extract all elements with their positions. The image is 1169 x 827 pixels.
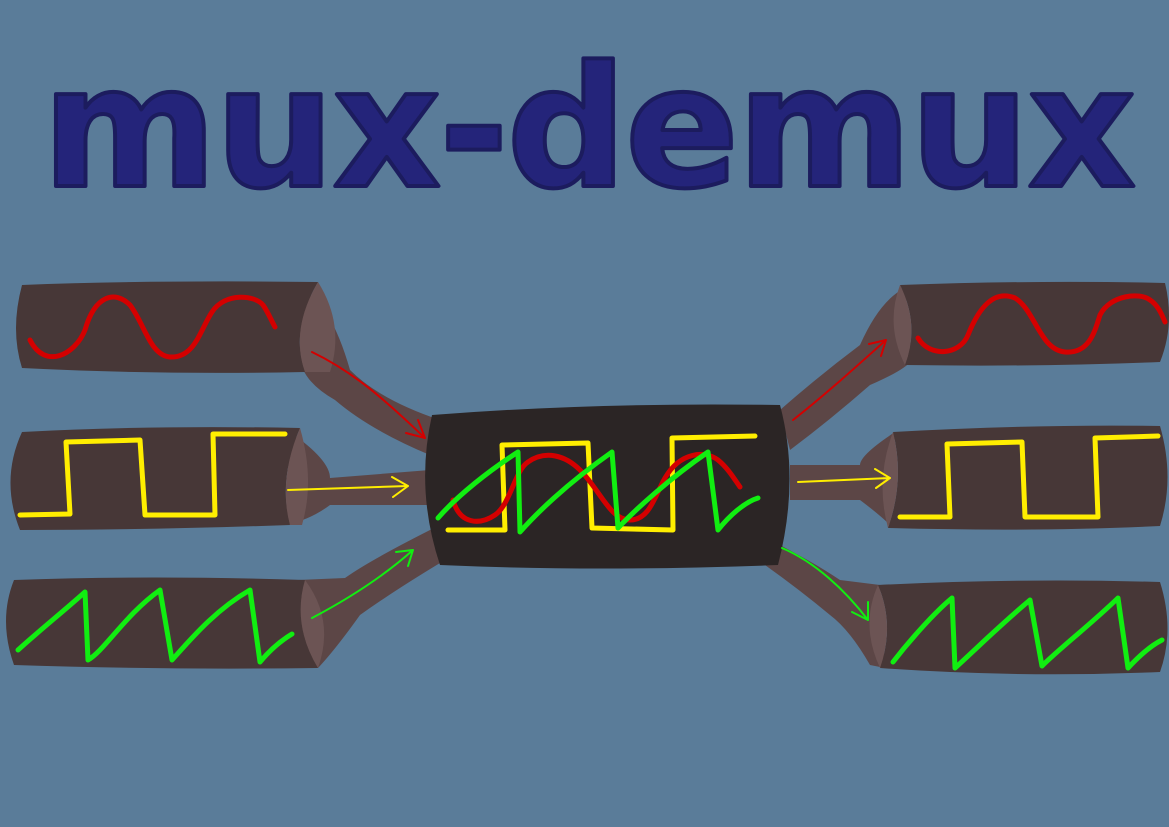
input-sine-wave <box>27 294 278 360</box>
input-arrow-square <box>287 476 409 498</box>
multiplexed-signal <box>435 433 761 535</box>
output-tube-sine-end <box>893 285 912 365</box>
input-arrow-sawtooth <box>311 549 414 619</box>
output-funnel-square <box>790 432 895 525</box>
output-sine-wave <box>915 293 1168 355</box>
input-waves <box>15 294 295 665</box>
input-funnel-square <box>285 432 430 525</box>
diagram-title: mux-demux <box>42 30 1134 226</box>
output-tubes <box>869 281 1169 675</box>
input-funnel-sawtooth <box>298 525 445 668</box>
input-square-wave <box>17 431 288 518</box>
output-sawtooth-wave <box>890 595 1165 671</box>
input-tube-square-end <box>285 428 309 525</box>
output-funnel-sawtooth <box>765 540 885 668</box>
input-sawtooth-wave <box>15 587 295 665</box>
funnels <box>285 288 912 668</box>
output-waves <box>890 293 1168 671</box>
input-tube-sine-end <box>299 282 336 372</box>
input-arrow-sine <box>311 351 426 439</box>
input-tube-sawtooth-end <box>300 580 325 668</box>
output-square-wave <box>897 433 1161 520</box>
arrows <box>287 339 891 621</box>
input-tube-square <box>10 427 300 530</box>
input-tubes <box>6 281 336 669</box>
output-tube-square <box>888 425 1168 530</box>
output-tube-square-end <box>882 432 898 528</box>
mixed-sine-wave <box>450 451 743 524</box>
mixed-sawtooth-wave <box>435 449 761 535</box>
output-arrow-sine <box>792 339 887 421</box>
output-tube-sawtooth-end <box>869 585 888 668</box>
input-tube-sine <box>16 281 318 373</box>
multiplexer-core <box>425 404 790 569</box>
output-arrow-square <box>797 468 891 489</box>
output-funnel-sine <box>780 288 912 450</box>
output-arrow-sawtooth <box>781 547 869 621</box>
